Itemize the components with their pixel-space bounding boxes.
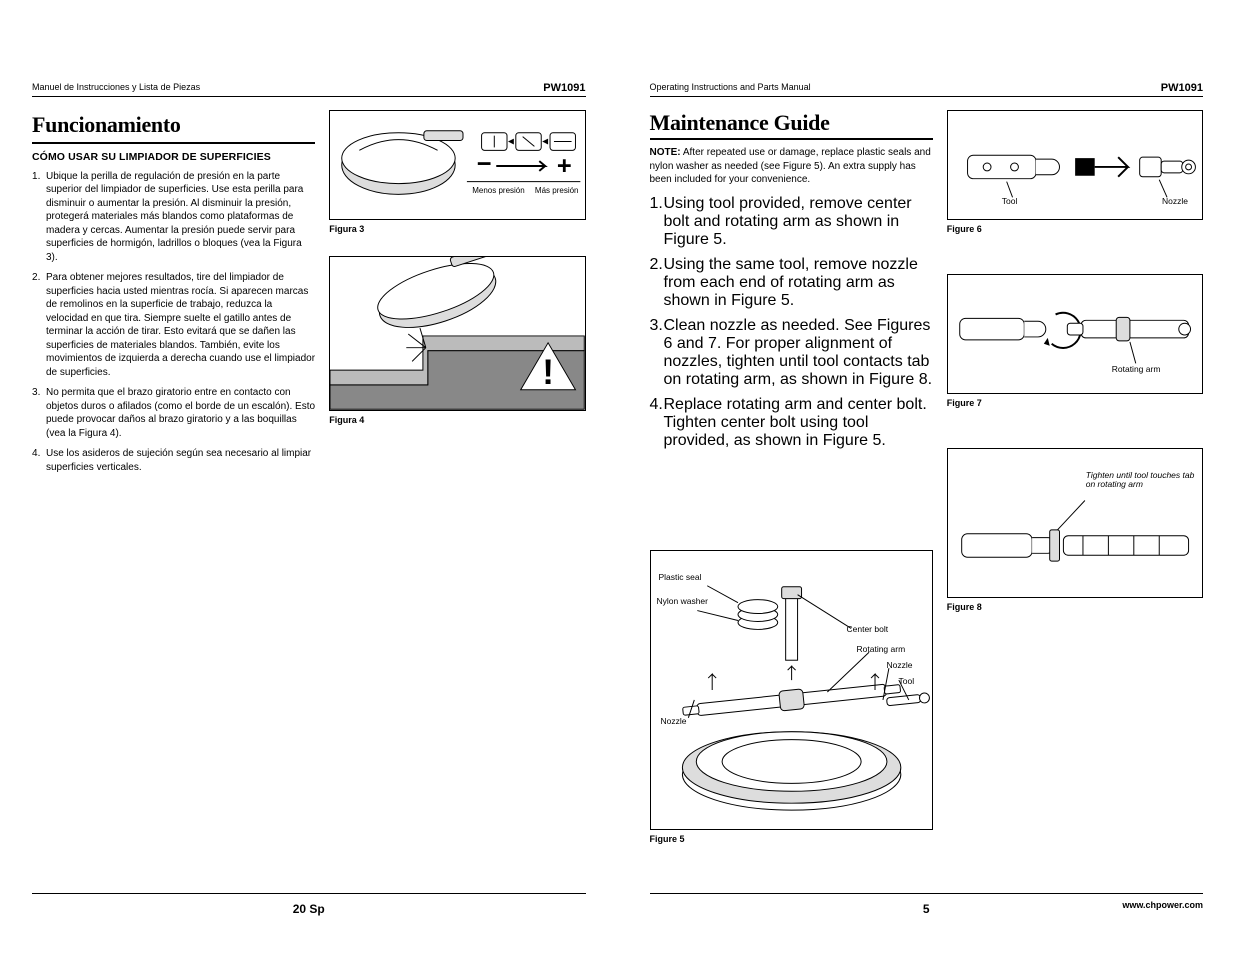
right-page: Operating Instructions and Parts Manual … bbox=[618, 0, 1235, 954]
list-item: Replace rotating arm and center bolt. Ti… bbox=[650, 396, 933, 450]
right-content: Maintenance Guide NOTE: After repeated u… bbox=[650, 110, 1204, 914]
header-model: PW1091 bbox=[543, 82, 585, 94]
right-right-column: Tool Nozzle Figure 6 bbox=[947, 110, 1203, 914]
list-item: No permita que el brazo giratorio entre … bbox=[32, 386, 315, 440]
figure-4: ! Figura 4 bbox=[329, 256, 585, 425]
fig8-caption: Figure 8 bbox=[947, 602, 1203, 612]
header-rule bbox=[32, 96, 586, 97]
fig5-nozzle-r: Nozzle bbox=[887, 661, 913, 670]
header-rule bbox=[650, 96, 1204, 97]
svg-text:!: ! bbox=[542, 353, 554, 392]
footer-website: www.chpower.com bbox=[1122, 900, 1203, 910]
left-text-column: Funcionamiento CÓMO USAR SU LIMPIADOR DE… bbox=[32, 110, 315, 914]
footer-rule bbox=[32, 893, 586, 894]
fig5-nozzle-l: Nozzle bbox=[661, 717, 687, 726]
fig5-tool: Tool bbox=[899, 677, 915, 686]
left-figures-column: − + Menos presión Más presión Figura 3 bbox=[329, 110, 585, 914]
right-left-column: Maintenance Guide NOTE: After repeated u… bbox=[650, 110, 933, 914]
note-paragraph: NOTE: After repeated use or damage, repl… bbox=[650, 146, 933, 187]
figure-8: Tighten until tool touches tab on rotati… bbox=[947, 448, 1203, 612]
svg-text:+: + bbox=[557, 152, 572, 180]
left-page-number: 20 Sp bbox=[293, 902, 325, 916]
note-label: NOTE: bbox=[650, 147, 681, 158]
fig5-caption: Figure 5 bbox=[650, 834, 933, 844]
list-item: Clean nozzle as needed. See Figures 6 an… bbox=[650, 317, 933, 389]
figure-5: Plastic seal Nylon washer Center bolt Ro… bbox=[650, 550, 933, 844]
fig3-more-label: Más presión bbox=[535, 187, 579, 196]
right-steps: Using tool provided, remove center bolt … bbox=[650, 195, 933, 457]
left-subtitle: CÓMO USAR SU LIMPIADOR DE SUPERFICIES bbox=[32, 150, 315, 164]
right-title: Maintenance Guide bbox=[650, 110, 933, 140]
fig3-less-label: Menos presión bbox=[472, 187, 524, 196]
figure-7: Rotating arm Figure 7 bbox=[947, 274, 1203, 408]
left-title: Funcionamiento bbox=[32, 110, 315, 144]
fig7-rot-arm-label: Rotating arm bbox=[1112, 365, 1161, 374]
right-page-number: 5 bbox=[923, 902, 930, 916]
list-item: Ubique la perilla de regulación de presi… bbox=[32, 170, 315, 265]
header-left-text: Manuel de Instrucciones y Lista de Pieza… bbox=[32, 82, 200, 92]
left-page: Manuel de Instrucciones y Lista de Pieza… bbox=[0, 0, 618, 954]
fig5-plastic-seal: Plastic seal bbox=[659, 573, 702, 582]
fig5-rot-arm: Rotating arm bbox=[857, 645, 906, 654]
left-steps: Ubique la perilla de regulación de presi… bbox=[32, 170, 315, 475]
fig6-caption: Figure 6 bbox=[947, 224, 1203, 234]
list-item: Use los asideros de sujeción según sea n… bbox=[32, 447, 315, 474]
fig6-tool-label: Tool bbox=[1002, 197, 1018, 206]
fig7-caption: Figure 7 bbox=[947, 398, 1203, 408]
note-body: After repeated use or damage, replace pl… bbox=[650, 147, 931, 185]
fig3-caption: Figura 3 bbox=[329, 224, 585, 234]
list-item: Using tool provided, remove center bolt … bbox=[650, 195, 933, 249]
fig5-nylon-washer: Nylon washer bbox=[657, 597, 709, 606]
header-left-text: Operating Instructions and Parts Manual bbox=[650, 82, 811, 92]
svg-text:−: − bbox=[477, 150, 492, 178]
list-item: Using the same tool, remove nozzle from … bbox=[650, 256, 933, 310]
fig5-center-bolt: Center bolt bbox=[847, 625, 889, 634]
header-model: PW1091 bbox=[1161, 82, 1203, 94]
fig6-nozzle-label: Nozzle bbox=[1162, 197, 1188, 206]
fig4-caption: Figura 4 bbox=[329, 415, 585, 425]
left-content: Funcionamiento CÓMO USAR SU LIMPIADOR DE… bbox=[32, 110, 586, 914]
footer-rule bbox=[650, 893, 1204, 894]
fig8-tip: Tighten until tool touches tab on rotati… bbox=[1086, 471, 1196, 490]
list-item: Para obtener mejores resultados, tire de… bbox=[32, 271, 315, 379]
figure-6: Tool Nozzle Figure 6 bbox=[947, 110, 1203, 234]
figure-3: − + Menos presión Más presión Figura 3 bbox=[329, 110, 585, 234]
